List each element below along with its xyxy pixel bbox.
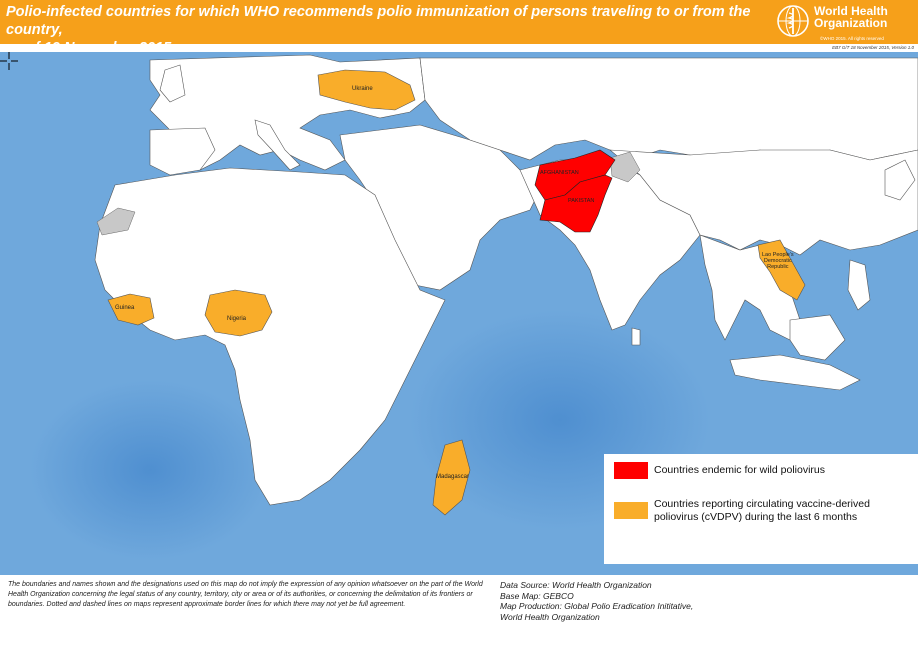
copyright-note: ©WHO 2015. All rights reserved (820, 36, 884, 41)
sri-lanka (631, 327, 641, 346)
map-legend: Countries endemic for wild poliovirus Co… (604, 454, 918, 564)
italy (254, 119, 301, 171)
base-map: Base Map: GEBCO (500, 590, 574, 601)
atlantic-ocean-deep (30, 380, 270, 560)
grey-areas (96, 151, 641, 236)
western-sahara (96, 207, 136, 236)
philippines (847, 259, 871, 311)
legend-swatch-endemic (614, 462, 648, 479)
map-title: Polio-infected countries for which WHO r… (6, 4, 751, 56)
east-asia (609, 149, 918, 256)
iberia (149, 127, 216, 176)
madagascar (432, 439, 471, 516)
data-source: Data Source: World Health Organization (500, 580, 652, 590)
laos (757, 239, 806, 301)
pakistan (539, 174, 613, 233)
map-production: Map Production: Global Polio Eradication… (500, 601, 694, 611)
crosshair-icon (0, 52, 18, 70)
central-asia (419, 57, 918, 161)
indonesia (729, 354, 861, 391)
map-version-note: EB7 G/T 18 November 2015, Version 1.0 (832, 45, 914, 50)
nigeria (204, 289, 273, 337)
endemic-countries (534, 149, 616, 233)
borneo (789, 314, 846, 361)
legend-label-cvdpv: Countries reporting circulating vaccine-… (654, 498, 870, 523)
map-header: Polio-infected countries for which WHO r… (0, 0, 918, 56)
land-masses (94, 54, 918, 506)
who-name: World Health Organization (814, 4, 888, 30)
world-map: Ukraine AFGHANISTAN PAKISTAN Guinea Nige… (0, 52, 918, 575)
label-afghanistan: AFGHANISTAN (540, 170, 579, 176)
uk (159, 64, 186, 103)
africa (94, 167, 446, 506)
japan (884, 159, 916, 201)
who-logo: World Health Organization (776, 2, 916, 42)
disclaimer-text: The boundaries and names shown and the d… (8, 581, 483, 608)
label-nigeria: Nigeria (227, 316, 247, 322)
label-guinea: Guinea (115, 305, 135, 311)
source-block: Data Source: World Health Organization B… (500, 580, 800, 622)
label-madagascar: Madagascar (436, 474, 470, 480)
kashmir (609, 151, 641, 183)
label-lao: Lao People's Democratic Republic (762, 252, 794, 270)
guinea (107, 293, 155, 326)
legend-label-endemic: Countries endemic for wild poliovirus (654, 464, 825, 476)
cvdpv-countries (107, 69, 806, 516)
who-emblem-icon (777, 5, 809, 37)
organization-name: World Health Organization (500, 611, 600, 622)
label-pakistan: PAKISTAN (568, 198, 595, 204)
ukraine (317, 69, 416, 111)
label-ukraine: Ukraine (352, 86, 373, 92)
legend-swatch-cvdpv (614, 502, 648, 519)
